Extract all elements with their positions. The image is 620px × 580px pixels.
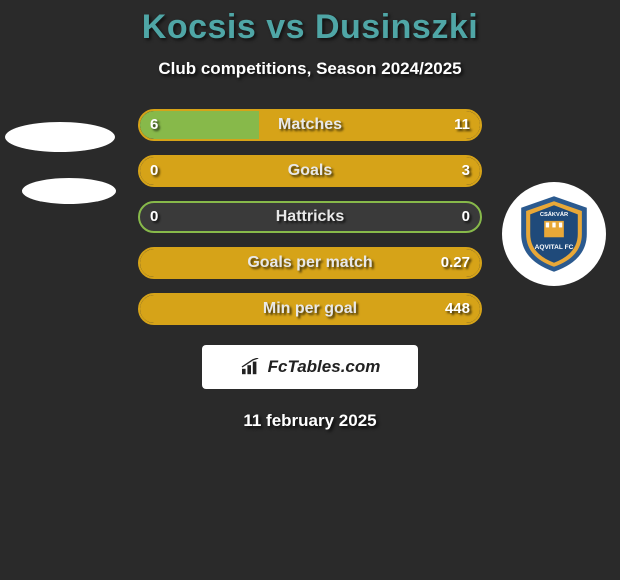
date-line: 11 february 2025	[0, 411, 620, 431]
stat-row: Min per goal448	[138, 293, 482, 325]
stat-row: Hattricks0 0	[138, 201, 482, 233]
stat-label: Matches	[138, 109, 482, 141]
stat-label: Goals per match	[138, 247, 482, 279]
chart-icon	[240, 358, 262, 376]
stat-label: Min per goal	[138, 293, 482, 325]
stat-row: Goals0 3	[138, 155, 482, 187]
stat-value-right: 11	[454, 109, 470, 141]
stat-value-left: 6	[150, 109, 158, 141]
stat-label: Hattricks	[138, 201, 482, 233]
stat-value-right: 448	[445, 293, 470, 325]
page-title: Kocsis vs Dusinszki	[0, 8, 620, 47]
stat-row: Matches6 11	[138, 109, 482, 141]
stat-row: Goals per match0.27	[138, 247, 482, 279]
subtitle: Club competitions, Season 2024/2025	[0, 59, 620, 79]
stat-value-right: 0.27	[441, 247, 470, 279]
stat-value-right: 0	[462, 201, 470, 233]
infographic-container: Kocsis vs Dusinszki Club competitions, S…	[0, 0, 620, 431]
brand-box: FcTables.com	[202, 345, 418, 389]
stat-value-right: 3	[462, 155, 470, 187]
stat-label: Goals	[138, 155, 482, 187]
stat-value-left: 0	[150, 201, 158, 233]
brand-text: FcTables.com	[268, 357, 381, 377]
stats-area: Matches611Goals03Hattricks00Goals per ma…	[0, 109, 620, 325]
stat-value-left: 0	[150, 155, 158, 187]
